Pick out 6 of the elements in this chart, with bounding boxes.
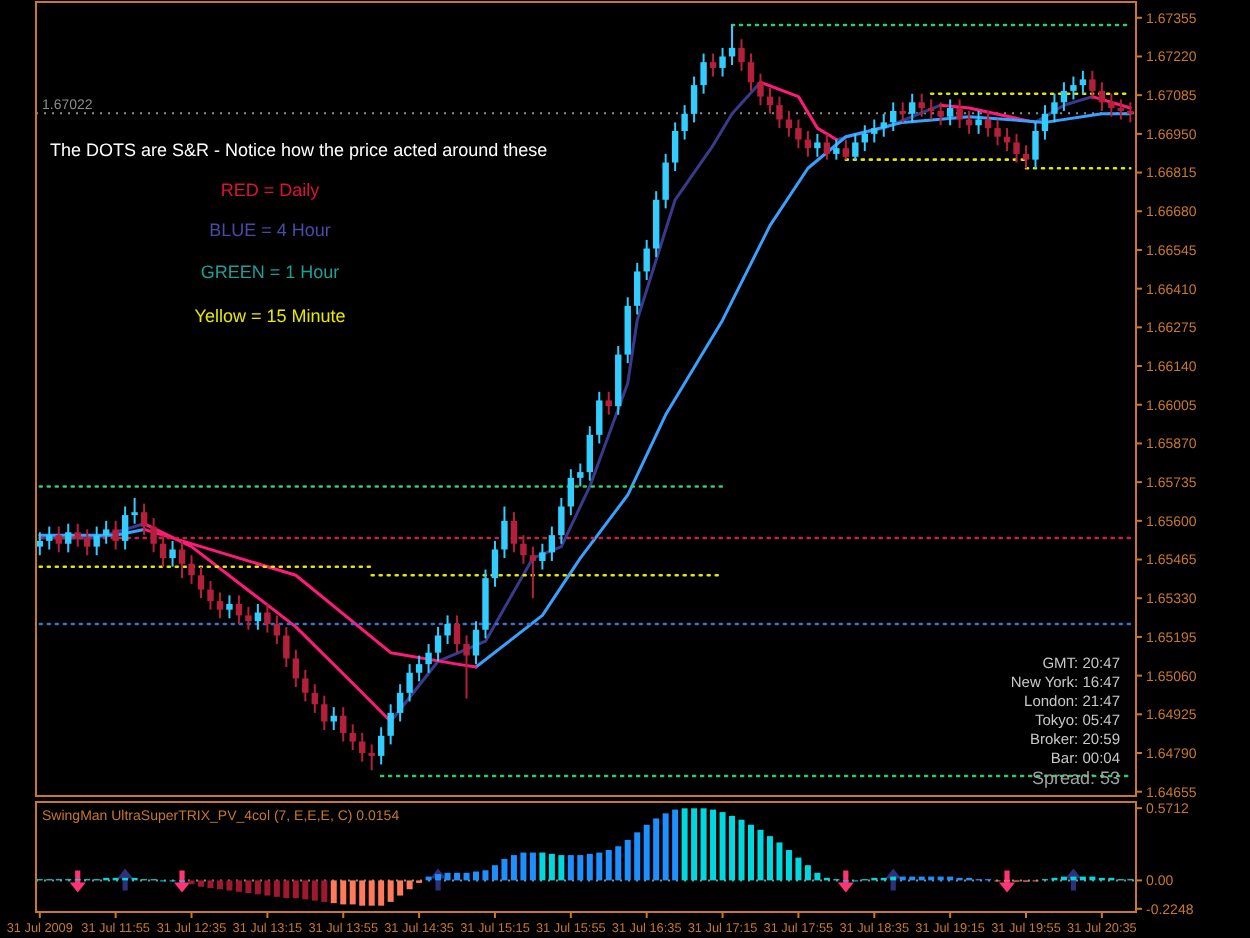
- annotation: RED = Daily: [220, 180, 321, 200]
- annotation: GREEN = 1 Hour: [200, 262, 340, 282]
- annotation: BLUE = 4 Hour: [209, 220, 331, 240]
- annotation: Yellow = 15 Minute: [194, 306, 346, 326]
- annotation: Spread: 53: [1031, 768, 1120, 788]
- annotation: The DOTS are S&R - Notice how the price acted around these: [50, 140, 548, 160]
